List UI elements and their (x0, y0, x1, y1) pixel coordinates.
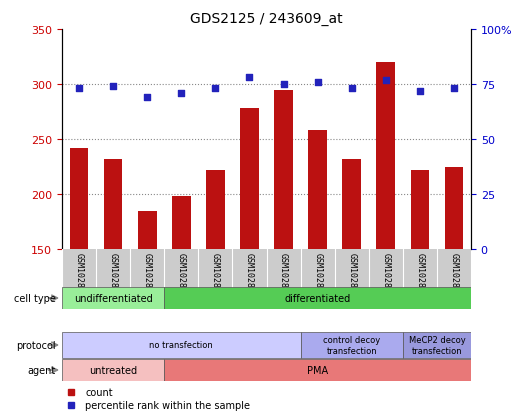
Text: GSM102877: GSM102877 (245, 252, 254, 297)
Point (143, 95, 151, 101)
Point (416, 88, 424, 95)
Bar (164, 288, 471, 309)
Text: cell type: cell type (14, 293, 56, 303)
Text: MeCP2 decoy
transfection: MeCP2 decoy transfection (408, 335, 465, 355)
Bar (172, 197, 191, 249)
Point (177, 90, 186, 97)
Point (279, 81, 288, 88)
Text: GSM102842: GSM102842 (109, 252, 118, 297)
Text: untreated: untreated (89, 365, 137, 375)
Text: control decoy
transfection: control decoy transfection (323, 335, 380, 355)
Bar (403, 332, 471, 358)
Bar (62, 288, 164, 309)
Bar (104, 159, 122, 249)
Text: GSM102881: GSM102881 (279, 252, 288, 297)
Text: GSM102875: GSM102875 (177, 252, 186, 297)
Point (382, 77, 390, 84)
Bar (411, 171, 429, 249)
Point (109, 84, 117, 90)
Bar (62, 332, 301, 358)
Bar (206, 171, 225, 249)
Point (347, 86, 356, 93)
Text: PMA: PMA (307, 365, 328, 375)
Bar (274, 90, 293, 249)
Text: GSM102876: GSM102876 (211, 252, 220, 297)
Bar (377, 63, 395, 249)
Text: percentile rank within the sample: percentile rank within the sample (85, 400, 250, 410)
Bar (70, 148, 88, 249)
Text: agent: agent (28, 365, 56, 375)
Point (211, 86, 220, 93)
Bar (164, 360, 471, 381)
Point (75, 86, 83, 93)
Point (450, 86, 458, 93)
Bar (138, 211, 156, 249)
Point (245, 75, 254, 81)
Text: count: count (85, 387, 112, 397)
Bar (301, 332, 403, 358)
Text: GSM102883: GSM102883 (347, 252, 356, 297)
Text: GSM102880: GSM102880 (449, 252, 459, 297)
Point (313, 79, 322, 86)
Bar (343, 159, 361, 249)
Bar (445, 167, 463, 249)
Text: protocol: protocol (16, 340, 56, 350)
Text: GSM102825: GSM102825 (75, 252, 84, 297)
Title: GDS2125 / 243609_at: GDS2125 / 243609_at (190, 12, 343, 26)
Bar (240, 109, 259, 249)
Text: differentiated: differentiated (285, 293, 351, 303)
Text: undifferentiated: undifferentiated (74, 293, 153, 303)
Text: GSM102882: GSM102882 (313, 252, 322, 297)
Text: GSM102870: GSM102870 (143, 252, 152, 297)
Bar (308, 131, 327, 249)
Text: GSM102879: GSM102879 (415, 252, 424, 297)
Bar (62, 360, 164, 381)
Text: no transfection: no transfection (150, 341, 213, 350)
Text: GSM102878: GSM102878 (381, 252, 390, 297)
